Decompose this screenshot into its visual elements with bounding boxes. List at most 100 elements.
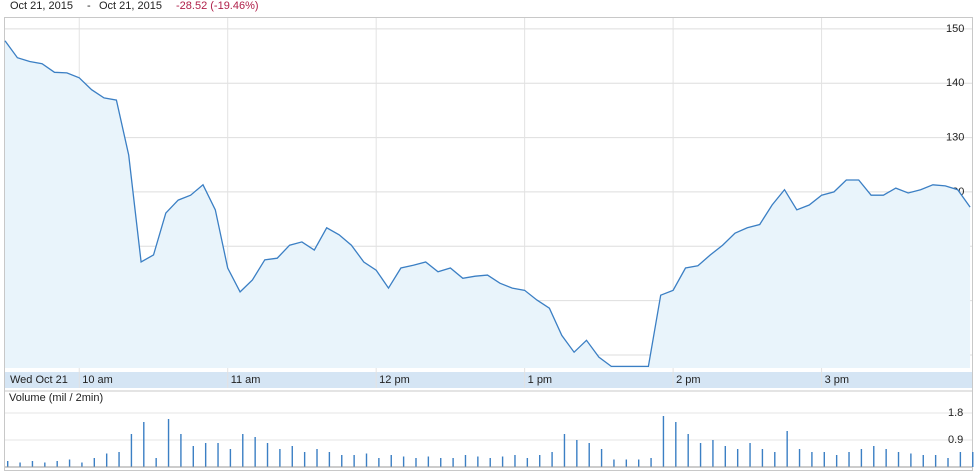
volume-bar [600, 449, 603, 467]
volume-bar [749, 443, 751, 467]
volume-bar [786, 431, 788, 467]
volume-bar [31, 461, 34, 467]
volume-bar [118, 452, 120, 467]
volume-bar [811, 452, 813, 467]
volume-bar [415, 458, 417, 467]
volume-bar [56, 461, 58, 467]
volume-bar [204, 443, 207, 467]
volume-bar [105, 453, 108, 467]
volume-bar [637, 459, 640, 467]
volume-bar [477, 456, 479, 467]
volume-bar [761, 449, 764, 467]
volume-bar [910, 453, 912, 467]
volume-bar [390, 455, 392, 467]
volume-bar [7, 461, 9, 467]
x-tick-label: 12 pm [379, 374, 410, 386]
volume-bar [378, 458, 380, 467]
y-tick-label: 130 [946, 131, 964, 143]
volume-bar [365, 453, 368, 467]
volume-bar [563, 434, 566, 467]
time-band [5, 372, 972, 388]
volume-bar [279, 449, 281, 467]
day-label: Wed Oct 21 [10, 374, 68, 386]
y-tick-label: 0.9 [948, 434, 963, 446]
price-line [4, 40, 971, 368]
volume-bar [489, 458, 491, 467]
volume-bar [947, 458, 949, 467]
volume-bar [464, 455, 467, 467]
volume-bar [774, 452, 776, 467]
volume-bar [427, 456, 430, 467]
x-tick-label: 11 am [231, 374, 261, 386]
volume-bar [303, 452, 306, 467]
volume-bar [625, 459, 628, 467]
volume-bar [93, 458, 96, 467]
volume-bar [848, 452, 850, 467]
y-tick-label: 1.8 [948, 407, 963, 419]
volume-bar [167, 419, 170, 467]
volume-bar [452, 458, 454, 467]
volume-bar [155, 458, 157, 467]
volume-bar [699, 443, 702, 467]
volume-bar [19, 462, 21, 467]
volume-bar [192, 446, 194, 467]
x-tick-label: 2 pm [676, 374, 700, 386]
volume-bar [130, 434, 133, 467]
volume-bar [712, 440, 714, 467]
volume-bar [613, 459, 615, 467]
volume-bar [266, 443, 269, 467]
volume-bar [316, 449, 318, 467]
volume-bar [402, 456, 405, 467]
volume-bar [650, 458, 652, 467]
volume-bar [922, 455, 924, 467]
volume-bar [81, 462, 83, 467]
volume-bar [291, 446, 293, 467]
volume-bar [823, 452, 825, 467]
y-tick-label: 140 [946, 77, 964, 89]
volume-bar [353, 455, 355, 467]
volume-bar [539, 455, 541, 467]
volume-bar [687, 434, 689, 467]
volume-bar [897, 452, 900, 467]
x-tick-label: 10 am [82, 374, 113, 386]
volume-bar [724, 446, 727, 467]
volume-bar [180, 434, 182, 467]
volume-bar [440, 458, 442, 467]
volume-bar [934, 455, 937, 467]
volume-bar [551, 452, 553, 467]
volume-bar [959, 452, 962, 467]
volume-bar [588, 443, 590, 467]
volume-bar [873, 446, 875, 467]
date-separator: - [87, 0, 91, 12]
volume-title: Volume (mil / 2min) [9, 392, 103, 404]
volume-bar [44, 462, 46, 467]
volume-bar [860, 449, 863, 467]
volume-bar [675, 422, 677, 467]
x-tick-label: 3 pm [825, 374, 849, 386]
y-tick-label: 150 [946, 23, 964, 35]
volume-bar [662, 416, 665, 467]
volume-bar [68, 459, 71, 467]
volume-bar [576, 440, 578, 467]
chart-frame [4, 17, 973, 471]
end-date: Oct 21, 2015 [99, 0, 162, 12]
volume-bar [143, 422, 145, 467]
volume-bar [736, 449, 739, 467]
volume-bar [217, 443, 219, 467]
volume-bar [972, 452, 974, 467]
volume-bar [341, 455, 343, 467]
x-tick-label: 1 pm [528, 374, 552, 386]
volume-bar [328, 452, 331, 467]
volume-bar [242, 434, 244, 467]
price-change: -28.52 (-19.46%) [176, 0, 259, 12]
volume-bar [229, 449, 232, 467]
volume-bar [514, 455, 516, 467]
volume-bar [501, 456, 504, 467]
volume-bar [526, 458, 529, 467]
volume-bar [254, 437, 256, 467]
start-date: Oct 21, 2015 [10, 0, 73, 12]
volume-bar [835, 455, 838, 467]
volume-bar [798, 449, 801, 467]
volume-bar [885, 449, 887, 467]
